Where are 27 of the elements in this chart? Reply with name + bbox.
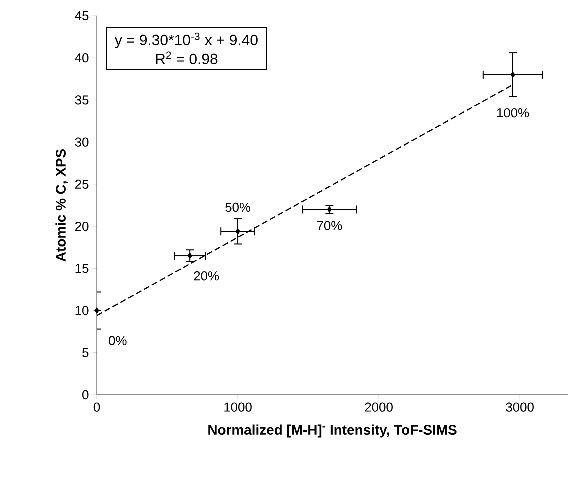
annotation: y = 9.30*10$^{-3}$ x + 9.40	[114, 32, 258, 48]
annotation: 100%	[497, 108, 530, 118]
y-tick-label: 15	[76, 264, 89, 274]
point	[236, 228, 240, 235]
x-tick-label: 2000	[365, 402, 393, 412]
annotation: 20%	[194, 272, 220, 281]
point	[188, 252, 193, 260]
annotation: 0%	[109, 336, 127, 346]
y-tick-label: 10	[76, 306, 89, 316]
x-axis-title: Normalized [M-H]$^{-}$ Intensity, ToF-SIMS	[208, 424, 457, 438]
x-tick-label: 3000	[506, 402, 534, 412]
y-tick-label: 25	[75, 180, 89, 190]
point	[510, 72, 516, 78]
annotation: R$^{2}$ = 0.98	[156, 52, 218, 64]
annotation: 70%	[317, 221, 342, 230]
x-tick-label: 1000	[224, 402, 252, 412]
point	[94, 308, 100, 314]
y-tick-label: 30	[75, 138, 89, 147]
y-tick-label: 20	[75, 222, 89, 232]
y-tick-label: 45	[75, 11, 89, 21]
x-tick-label: 0	[94, 402, 100, 412]
y-tick-label: 0	[82, 390, 89, 400]
y-tick-label: 35	[75, 96, 89, 105]
annotation: 50%	[226, 202, 251, 212]
y-axis-title: Atomic % C, XPS	[56, 149, 68, 262]
y-tick-label: 40	[75, 54, 89, 63]
y-tick-label: 5	[82, 348, 89, 358]
